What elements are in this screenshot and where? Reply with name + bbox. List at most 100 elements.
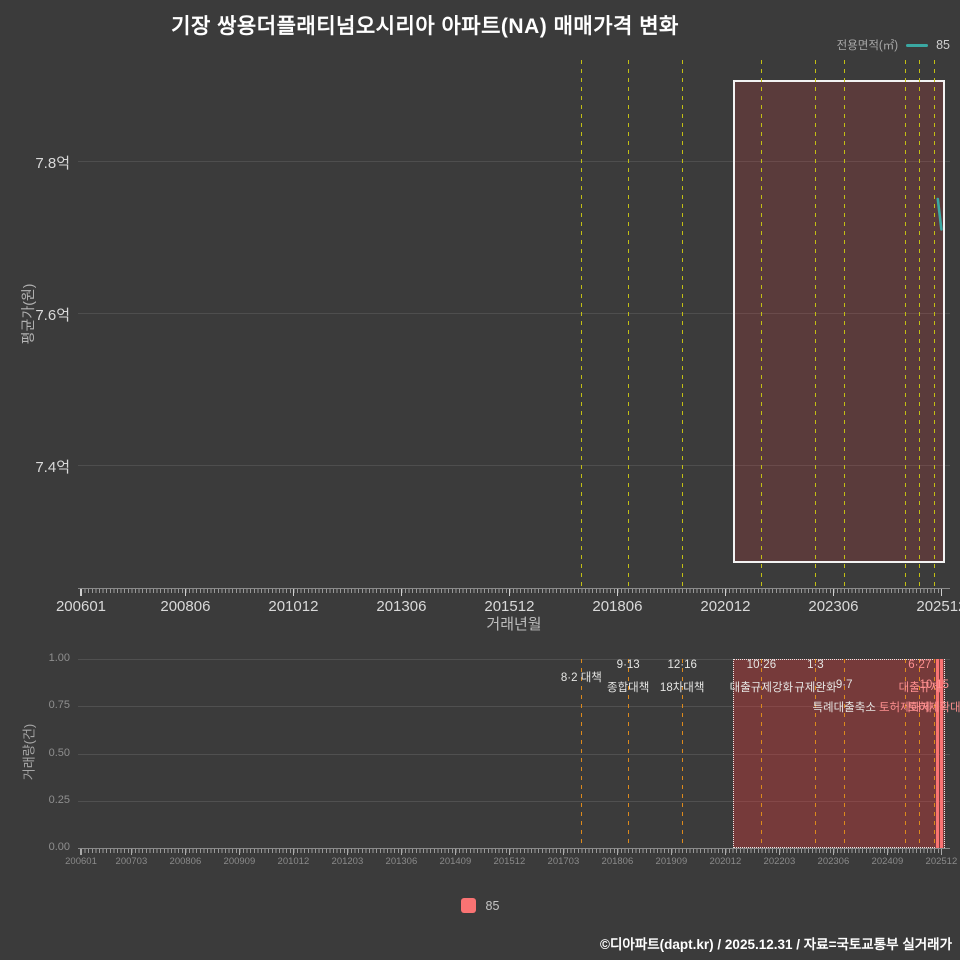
policy-line xyxy=(760,659,763,848)
legend-bar-swatch xyxy=(460,898,476,913)
price-chart-plot xyxy=(78,60,950,588)
x-major-tick xyxy=(184,589,187,596)
x-major-tick xyxy=(886,849,888,855)
y-tick-label: 7.8억 xyxy=(35,155,70,173)
annotation-label: 9·7 xyxy=(835,679,853,691)
x-major-tick xyxy=(616,589,619,596)
x-tick-label: 202012 xyxy=(709,856,742,867)
x-tick-label: 201306 xyxy=(385,856,418,867)
x-axis-line xyxy=(78,588,950,589)
x-axis-minor-ticks xyxy=(80,849,942,853)
page-title: 기장 쌍용더플래티넘오시리아 아파트(NA) 매매가격 변화 xyxy=(171,15,679,38)
annotation-label: 6·27 xyxy=(908,659,932,671)
x-major-tick xyxy=(130,849,132,855)
legend-top-label: 전용면적(㎡) xyxy=(836,40,899,52)
x-tick-label: 201806 xyxy=(592,598,643,615)
annotation-label: 10·15 xyxy=(919,679,949,691)
annotation-label: 대출규제 xyxy=(898,682,941,694)
x-tick-label: 202512 xyxy=(925,856,958,867)
x-major-tick xyxy=(508,589,511,596)
x-major-tick xyxy=(778,849,780,855)
policy-line xyxy=(919,60,921,588)
x-major-tick xyxy=(832,589,835,596)
x-major-tick xyxy=(184,849,186,855)
policy-line xyxy=(580,659,583,848)
x-major-tick xyxy=(238,849,240,855)
price-line-85 xyxy=(936,197,943,231)
volume-bar xyxy=(939,659,943,848)
x-tick-label: 201703 xyxy=(547,856,580,867)
x-major-tick xyxy=(292,589,295,596)
annotation-label: 규제완화 xyxy=(794,682,837,694)
x-tick-label: 202512 xyxy=(916,598,960,615)
volume-chart-plot: 8·2 대책 9·13 종합대책 12·16 18차대책 10·26 대출규제강화 1·3 규제… xyxy=(78,659,960,849)
annotation-label: 1·3 xyxy=(807,659,824,671)
annotation-label: 8·2 대책 xyxy=(560,672,602,684)
policy-line xyxy=(760,60,763,588)
policy-line xyxy=(919,659,921,848)
gridline xyxy=(78,706,950,708)
x-tick-label: 200909 xyxy=(223,856,256,867)
x-tick-label: 200806 xyxy=(160,598,211,615)
legend-bottom: 85 xyxy=(0,898,960,913)
policy-line xyxy=(627,659,629,848)
volume-bar xyxy=(936,659,940,848)
x-major-tick xyxy=(346,849,348,855)
y-tick-label: 0.75 xyxy=(48,699,70,712)
annotation-label: 대출규제강화 xyxy=(729,682,794,694)
policy-line xyxy=(814,659,817,848)
x-major-tick xyxy=(832,849,834,855)
y-tick-label: 0.50 xyxy=(48,746,70,759)
highlight-region xyxy=(732,659,945,848)
x-tick-label: 202409 xyxy=(871,856,904,867)
price-line-layer xyxy=(936,197,943,231)
y-tick-label: 7.6억 xyxy=(35,306,70,324)
x-tick-label: 201012 xyxy=(268,598,319,615)
x-axis-title: 거래년월 xyxy=(486,616,542,633)
annotation-label: 특례대출축소 xyxy=(812,702,876,714)
x-major-tick xyxy=(670,849,672,855)
policy-line xyxy=(933,60,935,588)
gridline xyxy=(78,753,950,755)
policy-line xyxy=(814,60,817,588)
annotation-label: 10·26 xyxy=(746,659,777,671)
x-tick-label: 201512 xyxy=(484,598,535,615)
x-tick-label: 201306 xyxy=(376,598,427,615)
x-tick-label: 200601 xyxy=(65,856,97,867)
x-major-tick xyxy=(616,849,618,855)
y-axis-title-volume: 거래량(건) xyxy=(21,723,37,781)
y-tick-label: 0.25 xyxy=(48,793,70,806)
annotation-label: 18차대책 xyxy=(659,682,705,694)
policy-line xyxy=(681,60,683,588)
policy-line xyxy=(627,60,629,588)
x-major-tick xyxy=(562,849,564,855)
x-major-tick xyxy=(724,589,727,596)
x-tick-label: 201806 xyxy=(601,856,634,867)
x-tick-label: 201409 xyxy=(439,856,472,867)
annotation-label: 토허제확대 xyxy=(907,702,960,714)
x-axis-line xyxy=(78,848,950,849)
x-major-tick xyxy=(724,849,726,855)
x-major-tick xyxy=(80,589,82,596)
gridline xyxy=(78,464,950,466)
policy-line xyxy=(904,60,907,588)
x-tick-label: 202306 xyxy=(817,856,850,867)
annotation-label: 12·16 xyxy=(667,659,697,671)
x-major-tick xyxy=(940,589,943,596)
policy-line xyxy=(843,60,845,588)
x-tick-label: 200703 xyxy=(115,856,148,867)
gridline xyxy=(78,800,950,802)
x-tick-label: 201012 xyxy=(277,856,310,867)
x-major-tick xyxy=(508,849,510,855)
x-tick-label: 202203 xyxy=(763,856,796,867)
x-major-tick xyxy=(400,589,403,596)
x-major-tick xyxy=(292,849,294,855)
x-tick-label: 201512 xyxy=(493,856,526,867)
x-major-tick xyxy=(454,849,456,855)
x-tick-label: 201203 xyxy=(331,856,364,867)
legend-line-swatch xyxy=(906,43,929,47)
annotation-label: 토허제해제 xyxy=(878,702,932,714)
x-tick-label: 202306 xyxy=(808,598,859,615)
x-major-tick xyxy=(400,849,402,855)
